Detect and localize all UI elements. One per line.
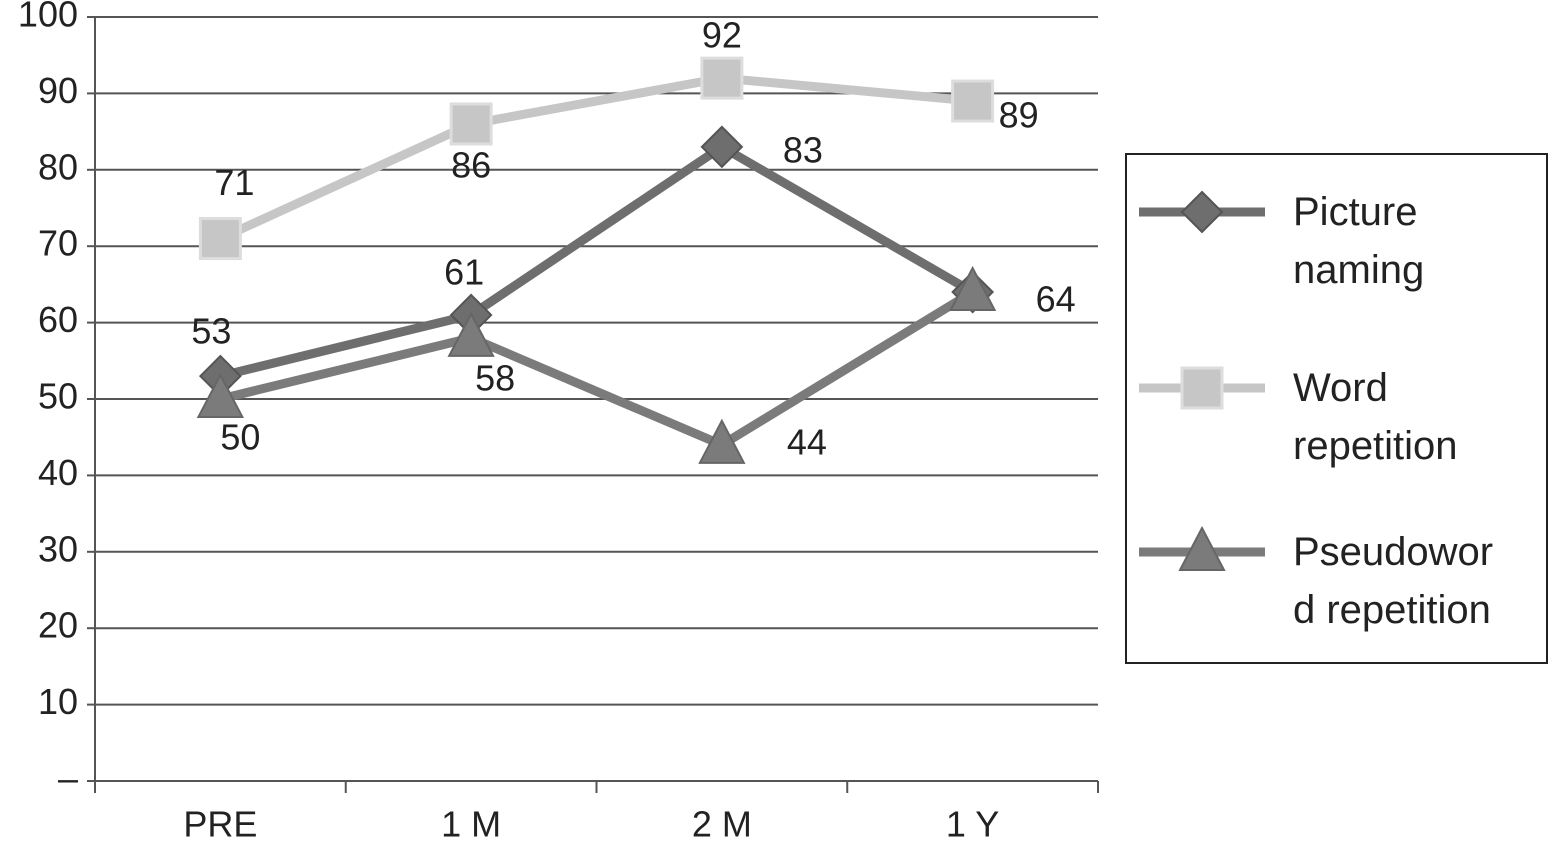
legend-label: Pseudoword repetition: [1293, 530, 1494, 632]
marker-triangle: [447, 311, 495, 357]
data-label: 50: [220, 417, 260, 458]
y-tick-label: 40: [38, 452, 78, 493]
data-label: 71: [214, 162, 254, 203]
y-tick-label: 100: [18, 0, 78, 35]
y-tick-label: 20: [38, 605, 78, 646]
legend-symbol: [1139, 366, 1265, 410]
data-label: 53: [191, 311, 231, 352]
marker-triangle: [948, 265, 997, 312]
data-label: 44: [787, 421, 827, 462]
marker-triangle: [1178, 525, 1226, 571]
y-tick-label: 90: [38, 70, 78, 111]
y-tick-label: –: [58, 758, 78, 799]
y-tick-label: 70: [38, 223, 78, 264]
marker-diamond: [700, 125, 744, 169]
legend-label: Picture naming: [1293, 190, 1425, 292]
x-tick-label: 1 Y: [946, 804, 999, 845]
marker-square: [700, 56, 744, 100]
marker-square: [449, 102, 493, 146]
data-label: 58: [475, 357, 515, 398]
marker-square: [198, 217, 242, 261]
legend-symbol: [1139, 190, 1265, 234]
legend-label: Word repetition: [1293, 366, 1458, 468]
data-label: 64: [1036, 279, 1076, 320]
y-tick-label: 50: [38, 376, 78, 417]
series-line: [218, 73, 974, 243]
marker-triangle: [698, 418, 746, 464]
legend: Picture naming Word repetition Pseudoword …: [1125, 153, 1548, 664]
marker-square: [1180, 366, 1224, 410]
y-tick-label: 30: [38, 528, 78, 569]
x-tick-label: PRE: [183, 804, 257, 845]
marker-square: [951, 79, 995, 123]
marker-triangle: [196, 372, 245, 418]
series-line: [219, 142, 975, 381]
x-tick-label: 1 M: [441, 804, 501, 845]
data-label: 89: [999, 95, 1039, 136]
data-label: 61: [444, 251, 484, 292]
legend-symbol: [1139, 525, 1265, 571]
series-line: [219, 288, 975, 450]
data-label: 83: [783, 129, 823, 170]
y-tick-label: 80: [38, 146, 78, 187]
marker-diamond: [1180, 190, 1224, 234]
data-label: 92: [702, 15, 742, 56]
y-tick-label: 10: [38, 681, 78, 722]
y-tick-label: 60: [38, 299, 78, 340]
data-label: 86: [451, 144, 491, 185]
x-tick-label: 2 M: [692, 804, 752, 845]
